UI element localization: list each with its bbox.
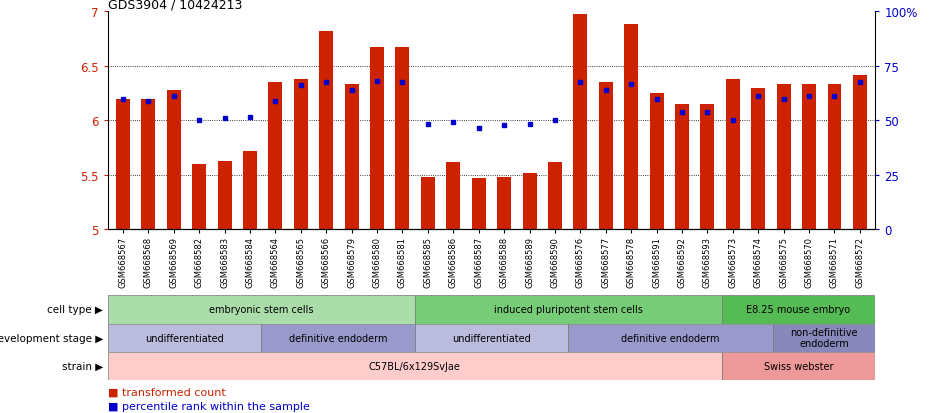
- Text: cell type ▶: cell type ▶: [47, 305, 103, 315]
- Bar: [294, 80, 308, 230]
- Bar: [548, 162, 562, 230]
- Text: induced pluripotent stem cells: induced pluripotent stem cells: [493, 305, 643, 315]
- Bar: [116, 99, 130, 230]
- Bar: [568, 324, 773, 352]
- Bar: [167, 90, 181, 230]
- Bar: [344, 85, 358, 230]
- Bar: [396, 48, 409, 230]
- Text: definitive endoderm: definitive endoderm: [622, 333, 720, 343]
- Bar: [624, 26, 638, 230]
- Text: non-definitive
endoderm: non-definitive endoderm: [790, 327, 857, 349]
- Bar: [574, 14, 588, 230]
- Bar: [522, 173, 536, 230]
- Text: C57BL/6x129SvJae: C57BL/6x129SvJae: [369, 361, 461, 371]
- Text: undifferentiated: undifferentiated: [452, 333, 531, 343]
- Text: Swiss webster: Swiss webster: [764, 361, 833, 371]
- Text: definitive endoderm: definitive endoderm: [288, 333, 388, 343]
- Bar: [415, 324, 568, 352]
- Bar: [853, 76, 867, 230]
- Bar: [370, 48, 384, 230]
- Bar: [650, 94, 664, 230]
- Bar: [108, 352, 722, 380]
- Text: embryonic stem cells: embryonic stem cells: [209, 305, 314, 315]
- Text: GDS3904 / 10424213: GDS3904 / 10424213: [108, 0, 242, 11]
- Bar: [599, 83, 613, 230]
- Bar: [752, 88, 766, 230]
- Bar: [700, 105, 714, 230]
- Bar: [217, 161, 231, 230]
- Bar: [722, 296, 875, 324]
- Text: ■ percentile rank within the sample: ■ percentile rank within the sample: [108, 401, 310, 411]
- Bar: [675, 105, 689, 230]
- Bar: [446, 162, 461, 230]
- Bar: [472, 178, 486, 230]
- Bar: [777, 85, 791, 230]
- Text: development stage ▶: development stage ▶: [0, 333, 103, 343]
- Text: E8.25 mouse embryo: E8.25 mouse embryo: [746, 305, 851, 315]
- Text: undifferentiated: undifferentiated: [145, 333, 224, 343]
- Bar: [269, 83, 283, 230]
- Bar: [421, 178, 435, 230]
- Bar: [415, 296, 722, 324]
- Bar: [108, 324, 261, 352]
- Bar: [319, 32, 333, 230]
- Bar: [827, 85, 841, 230]
- Text: ■ transformed count: ■ transformed count: [108, 387, 226, 396]
- Bar: [243, 152, 257, 230]
- Bar: [725, 80, 739, 230]
- Bar: [497, 178, 511, 230]
- Bar: [773, 324, 875, 352]
- Bar: [261, 324, 415, 352]
- Bar: [802, 85, 816, 230]
- Bar: [192, 164, 206, 230]
- Bar: [108, 296, 415, 324]
- Bar: [141, 99, 155, 230]
- Text: strain ▶: strain ▶: [62, 361, 103, 371]
- Bar: [722, 352, 875, 380]
